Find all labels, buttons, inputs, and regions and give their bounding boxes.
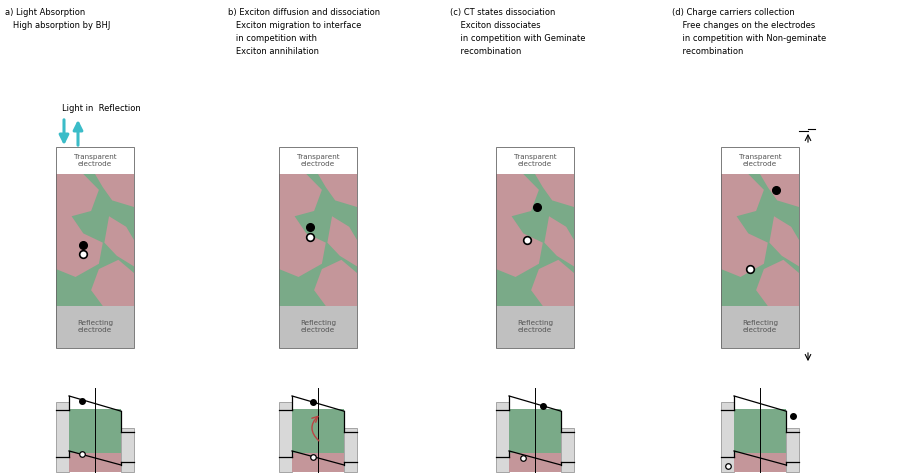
Bar (56, 306, 134, 348)
Text: Transparent
electrode: Transparent electrode (739, 154, 781, 167)
Polygon shape (769, 216, 799, 266)
Bar (496, 174, 574, 306)
Bar (292, 409, 344, 453)
Text: in competition with Non-geminate: in competition with Non-geminate (672, 34, 826, 43)
Text: Exciton annihilation: Exciton annihilation (228, 47, 319, 56)
Text: Light in  Reflection: Light in Reflection (62, 104, 141, 113)
Text: Reflecting
electrode: Reflecting electrode (300, 321, 336, 333)
Bar (496, 402, 509, 472)
Text: b) Exciton diffusion and dissociation: b) Exciton diffusion and dissociation (228, 8, 380, 17)
Polygon shape (496, 174, 542, 277)
Bar (561, 428, 574, 472)
Bar (69, 409, 121, 453)
Polygon shape (91, 260, 134, 306)
Polygon shape (279, 174, 326, 277)
Bar (56, 402, 69, 472)
Text: Free changes on the electrodes: Free changes on the electrodes (672, 21, 815, 30)
Text: High absorption by BHJ: High absorption by BHJ (5, 21, 111, 30)
Bar (721, 402, 734, 472)
Bar (496, 147, 574, 174)
Bar (509, 453, 561, 472)
Text: Exciton dissociates: Exciton dissociates (450, 21, 541, 30)
Bar (344, 428, 357, 472)
Bar (509, 409, 561, 453)
Text: (c) CT states dissociation: (c) CT states dissociation (450, 8, 555, 17)
Polygon shape (104, 216, 134, 266)
Bar (496, 306, 574, 348)
Polygon shape (318, 174, 357, 207)
Bar (56, 147, 134, 348)
Bar (496, 147, 574, 348)
Text: Reflecting
electrode: Reflecting electrode (77, 321, 113, 333)
Bar (721, 174, 799, 306)
Polygon shape (56, 174, 103, 277)
Bar (279, 306, 357, 348)
Text: Exciton migration to interface: Exciton migration to interface (228, 21, 361, 30)
Bar (786, 428, 799, 472)
Bar (734, 453, 786, 472)
Text: a) Light Absorption: a) Light Absorption (5, 8, 86, 17)
Bar (721, 147, 799, 348)
Bar (121, 428, 134, 472)
Bar (279, 402, 292, 472)
Polygon shape (760, 174, 799, 207)
Polygon shape (314, 260, 357, 306)
Bar (69, 453, 121, 472)
Text: recombination: recombination (672, 47, 743, 56)
Bar (56, 147, 134, 174)
Text: Transparent
electrode: Transparent electrode (297, 154, 339, 167)
Polygon shape (721, 174, 768, 277)
Polygon shape (95, 174, 134, 207)
Polygon shape (535, 174, 574, 207)
Text: recombination: recombination (450, 47, 521, 56)
Bar (279, 174, 357, 306)
Bar (721, 147, 799, 174)
Text: Reflecting
electrode: Reflecting electrode (517, 321, 554, 333)
Polygon shape (544, 216, 574, 266)
Bar (56, 174, 134, 306)
Polygon shape (531, 260, 574, 306)
Text: in competition with: in competition with (228, 34, 317, 43)
Text: Reflecting
electrode: Reflecting electrode (742, 321, 778, 333)
Bar (279, 147, 357, 174)
Bar (721, 306, 799, 348)
Bar (292, 453, 344, 472)
Text: (d) Charge carriers collection: (d) Charge carriers collection (672, 8, 795, 17)
Text: in competition with Geminate: in competition with Geminate (450, 34, 586, 43)
Text: Transparent
electrode: Transparent electrode (514, 154, 556, 167)
Bar (279, 147, 357, 348)
Text: Transparent
electrode: Transparent electrode (74, 154, 116, 167)
Polygon shape (756, 260, 799, 306)
Polygon shape (327, 216, 357, 266)
Bar (734, 409, 786, 453)
